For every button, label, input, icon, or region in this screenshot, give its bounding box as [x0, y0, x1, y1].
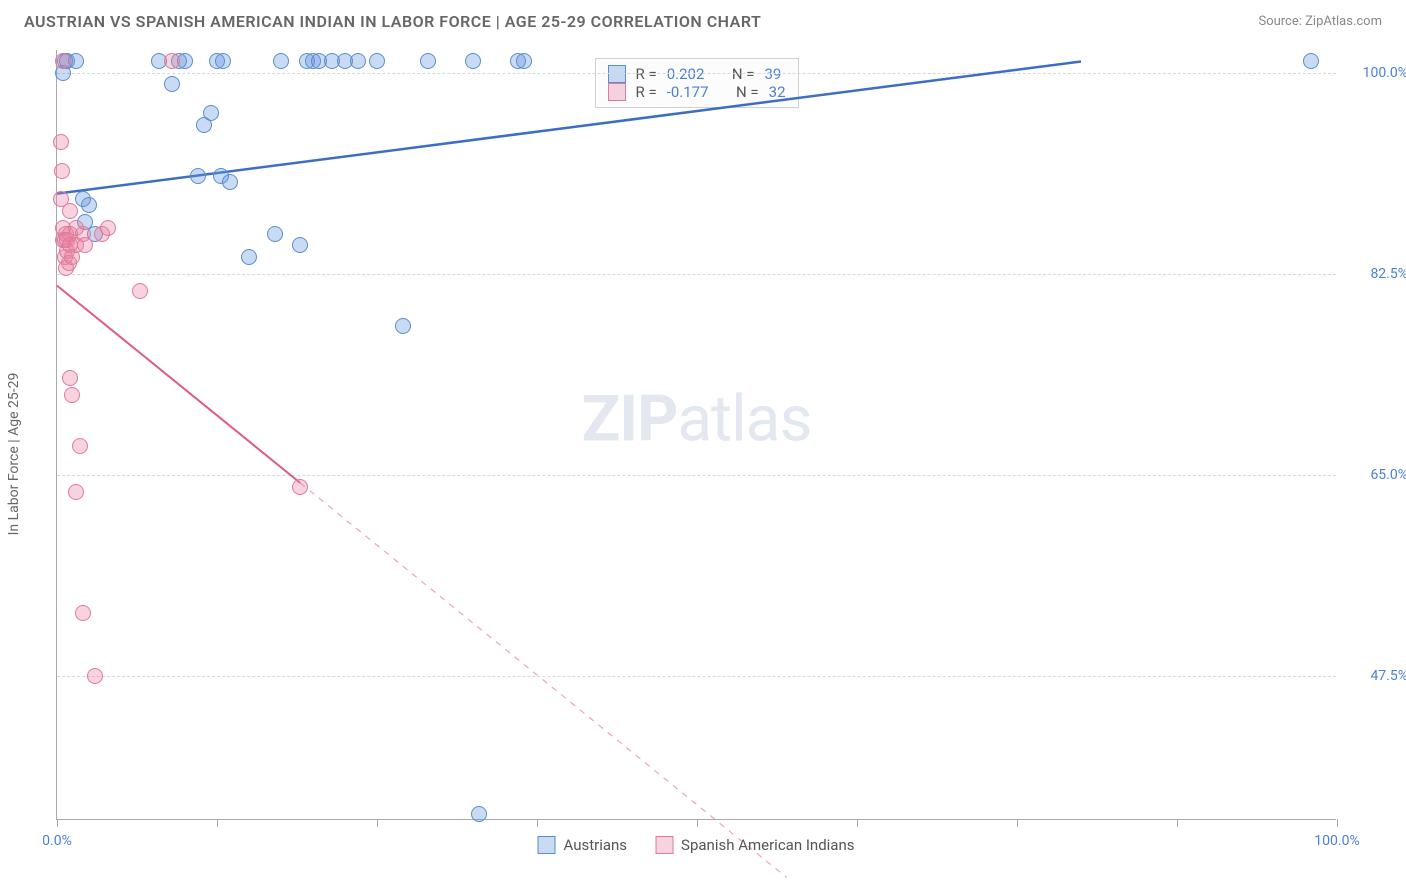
chart-header: AUSTRIAN VS SPANISH AMERICAN INDIAN IN L…: [0, 0, 1406, 39]
data-point: [203, 105, 219, 121]
data-point: [100, 220, 116, 236]
x-tick: [1177, 819, 1178, 827]
legend-item-spanish: Spanish American Indians: [655, 836, 854, 854]
x-tick: [217, 819, 218, 827]
data-point: [68, 484, 84, 500]
data-point: [132, 283, 148, 299]
grid-line: [57, 475, 1336, 476]
data-point: [87, 668, 103, 684]
x-tick: [697, 819, 698, 827]
chart-container: ZIPatlas R = 0.202 N = 39 R = -0.177 N =…: [56, 50, 1336, 820]
x-tick: [537, 819, 538, 827]
y-tick-label: 65.0%: [1370, 467, 1406, 483]
stats-box: R = 0.202 N = 39 R = -0.177 N = 32: [594, 58, 798, 108]
source-link[interactable]: ZipAtlas.com: [1305, 14, 1382, 29]
data-point: [72, 438, 88, 454]
y-tick-label: 82.5%: [1370, 266, 1406, 282]
data-point: [53, 134, 69, 150]
data-point: [215, 53, 231, 69]
swatch-pink-icon: [607, 83, 625, 101]
x-tick: [57, 819, 58, 827]
stats-row-austrians: R = 0.202 N = 39: [607, 65, 785, 83]
data-point: [77, 237, 93, 253]
grid-line: [57, 274, 1336, 275]
legend-item-austrians: Austrians: [538, 836, 628, 854]
y-tick-label: 47.5%: [1370, 668, 1406, 684]
x-tick: [1017, 819, 1018, 827]
grid-line: [57, 676, 1336, 677]
data-point: [62, 203, 78, 219]
x-tick-label: 100.0%: [1314, 833, 1359, 849]
x-tick-label: 0.0%: [42, 833, 72, 849]
y-tick-label: 100.0%: [1363, 65, 1406, 81]
x-tick: [1337, 819, 1338, 827]
data-point: [81, 197, 97, 213]
data-point: [369, 53, 385, 69]
data-point: [292, 479, 308, 495]
data-point: [241, 249, 257, 265]
data-point: [54, 163, 70, 179]
data-point: [62, 370, 78, 386]
chart-title: AUSTRIAN VS SPANISH AMERICAN INDIAN IN L…: [24, 12, 761, 31]
data-point: [420, 53, 436, 69]
data-point: [471, 806, 487, 822]
data-point: [1303, 53, 1319, 69]
x-tick: [377, 819, 378, 827]
data-point: [292, 237, 308, 253]
data-point: [75, 605, 91, 621]
swatch-blue-icon: [607, 65, 625, 83]
data-point: [164, 76, 180, 92]
data-point: [273, 53, 289, 69]
data-point: [516, 53, 532, 69]
data-point: [164, 53, 180, 69]
watermark: ZIPatlas: [582, 382, 812, 457]
stats-row-spanish: R = -0.177 N = 32: [607, 83, 785, 101]
data-point: [465, 53, 481, 69]
data-point: [350, 53, 366, 69]
legend: Austrians Spanish American Indians: [538, 836, 855, 854]
data-point: [64, 387, 80, 403]
data-point: [222, 174, 238, 190]
swatch-pink-icon: [655, 836, 673, 854]
trend-lines: [57, 50, 1337, 820]
source-attribution: Source: ZipAtlas.com: [1258, 14, 1382, 29]
swatch-blue-icon: [538, 836, 556, 854]
data-point: [395, 318, 411, 334]
plot-area: ZIPatlas R = 0.202 N = 39 R = -0.177 N =…: [56, 50, 1336, 820]
x-tick: [857, 819, 858, 827]
y-axis-label: In Labor Force | Age 25-29: [6, 373, 22, 536]
data-point: [190, 168, 206, 184]
grid-line: [57, 73, 1336, 74]
data-point: [55, 53, 71, 69]
data-point: [267, 226, 283, 242]
